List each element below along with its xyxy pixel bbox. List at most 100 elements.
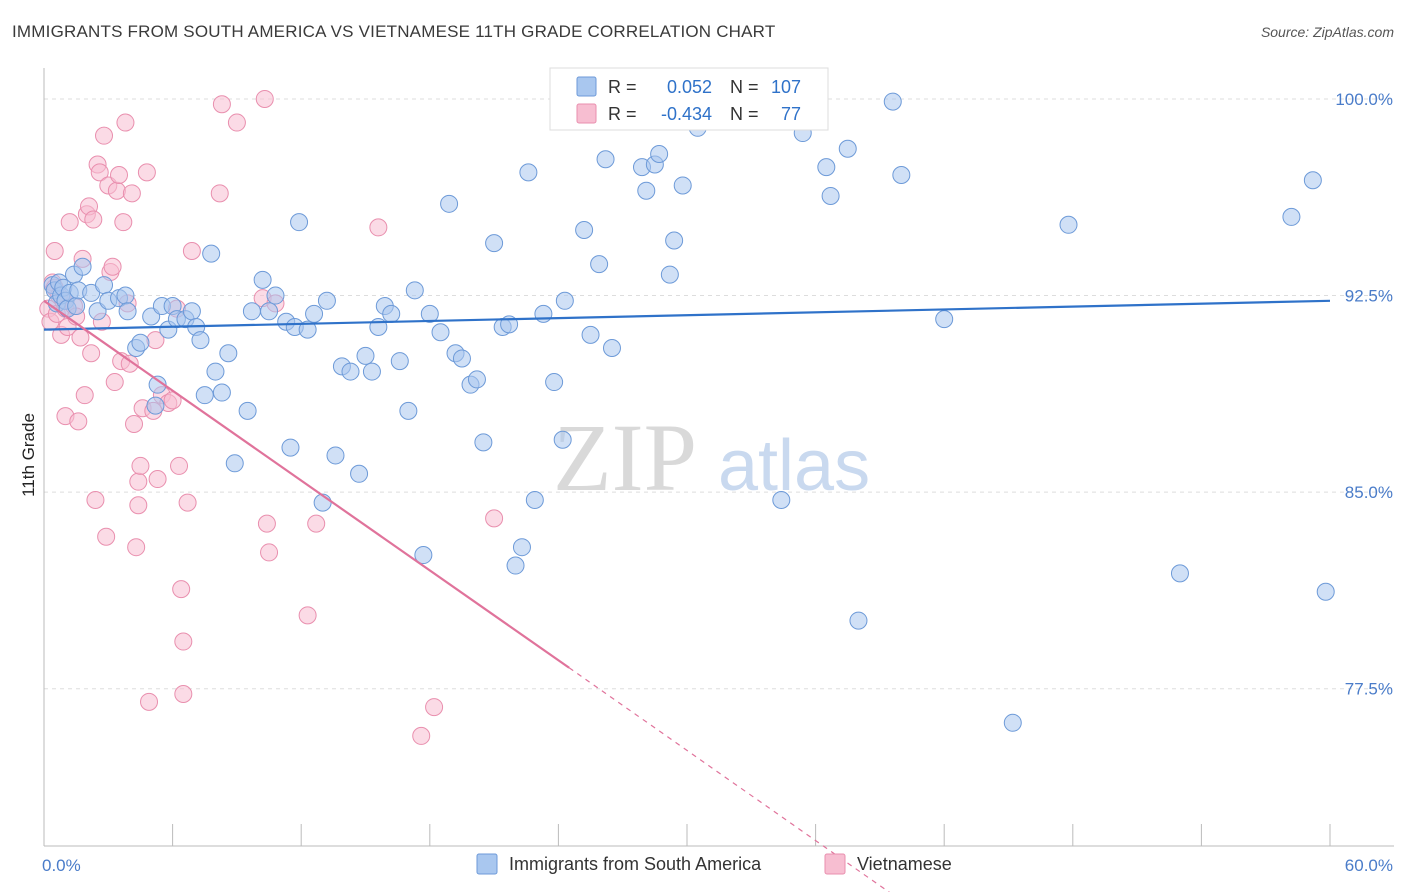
data-point-blue (414, 546, 433, 565)
data-point-pink (69, 412, 88, 431)
watermark-atlas: atlas (718, 426, 870, 506)
data-point-blue (935, 310, 954, 329)
data-point-pink (45, 241, 64, 260)
correlation-legend: R = 0.052 N = 107 R = -0.434 N = 77 (549, 67, 829, 131)
data-point-pink (110, 165, 129, 184)
data-point-pink (137, 163, 156, 182)
data-point-blue (382, 304, 401, 323)
y-tick-label: 100.0% (1335, 90, 1393, 109)
data-point-pink (172, 580, 191, 599)
data-point-pink (60, 213, 79, 232)
data-point-blue (506, 556, 525, 575)
legend-r-value-blue: 0.052 (667, 77, 712, 97)
data-point-blue (452, 349, 471, 368)
data-point-pink (212, 95, 231, 114)
x-tick-label: 60.0% (1345, 856, 1393, 875)
data-point-blue (191, 331, 210, 350)
data-point-blue (298, 320, 317, 339)
data-point-pink (129, 496, 148, 515)
legend-n-label-blue: N = (730, 77, 759, 97)
data-point-blue (590, 255, 609, 274)
data-point-pink (425, 698, 444, 717)
data-point-blue (525, 491, 544, 510)
axes (43, 68, 1394, 847)
data-point-blue (290, 213, 309, 232)
legend-n-label-pink: N = (730, 104, 759, 124)
data-point-pink (116, 113, 135, 132)
legend-r-value-pink: -0.434 (661, 104, 712, 124)
watermark: ZIP atlas (553, 404, 870, 511)
legend-r-label-blue: R = (608, 77, 637, 97)
data-point-pink (103, 257, 122, 276)
data-point-pink (82, 344, 101, 363)
data-point-blue (817, 158, 836, 177)
data-point-blue (399, 401, 418, 420)
data-point-blue (665, 231, 684, 250)
data-point-blue (1282, 207, 1301, 226)
data-point-blue (838, 139, 857, 158)
data-point-blue (266, 286, 285, 305)
data-point-blue (420, 304, 439, 323)
series-legend-swatch-pink (824, 853, 846, 875)
data-point-pink (257, 514, 276, 533)
data-point-blue (356, 346, 375, 365)
legend-swatch-pink (576, 103, 597, 124)
data-point-blue (305, 304, 324, 323)
data-point-pink (75, 386, 94, 405)
y-tick-label: 92.5% (1345, 287, 1393, 306)
data-point-blue (772, 491, 791, 510)
data-point-pink (260, 543, 279, 562)
data-point-pink (307, 514, 326, 533)
data-point-pink (95, 126, 114, 145)
data-point-blue (326, 446, 345, 465)
data-point-blue (440, 194, 459, 213)
data-point-blue (67, 297, 86, 316)
data-point-blue (219, 344, 238, 363)
series-legend-label-blue: Immigrants from South America (509, 854, 762, 874)
series-legend-label-pink: Vietnamese (857, 854, 952, 874)
data-point-blue (341, 362, 360, 381)
data-point-blue (431, 323, 450, 342)
chart-source: Source: ZipAtlas.com (1260, 24, 1394, 40)
data-point-blue (390, 352, 409, 371)
trendlines (43, 299, 1331, 892)
data-point-blue (253, 270, 272, 289)
data-point-pink (131, 456, 150, 475)
data-point-pink (412, 726, 431, 745)
data-point-blue (474, 433, 493, 452)
y-tick-labels: 100.0% 92.5% 85.0% 77.5% (1335, 90, 1393, 699)
data-point-blue (1003, 713, 1022, 732)
series-immigrants-south-america (43, 89, 1335, 732)
data-point-pink (107, 181, 126, 200)
data-point-blue (673, 176, 692, 195)
data-point-pink (140, 692, 159, 711)
data-point-blue (485, 234, 504, 253)
legend-n-value-pink: 77 (781, 104, 801, 124)
series-legend-swatch-blue (476, 853, 498, 875)
data-point-blue (892, 165, 911, 184)
data-point-blue (849, 611, 868, 630)
data-point-blue (362, 362, 381, 381)
legend-n-value-blue: 107 (771, 77, 801, 97)
data-point-blue (405, 281, 424, 300)
gridlines (44, 98, 1394, 690)
trendline-blue (43, 299, 1331, 331)
data-point-pink (86, 491, 105, 510)
chart-title: IMMIGRANTS FROM SOUTH AMERICA VS VIETNAM… (12, 22, 776, 41)
data-point-pink (298, 606, 317, 625)
data-point-blue (242, 302, 261, 321)
data-point-pink (122, 184, 141, 203)
data-point-blue (238, 401, 257, 420)
data-point-blue (637, 181, 656, 200)
data-point-pink (105, 373, 124, 392)
data-point-pink (485, 509, 504, 528)
data-point-blue (212, 383, 231, 402)
data-point-blue (146, 396, 165, 415)
data-point-pink (182, 241, 201, 260)
series-vietnamese (39, 89, 574, 745)
data-point-blue (1170, 564, 1189, 583)
data-point-blue (350, 464, 369, 483)
y-tick-label: 77.5% (1345, 680, 1393, 699)
series-legend: Immigrants from South America Vietnamese (476, 853, 952, 875)
data-point-pink (127, 538, 146, 557)
